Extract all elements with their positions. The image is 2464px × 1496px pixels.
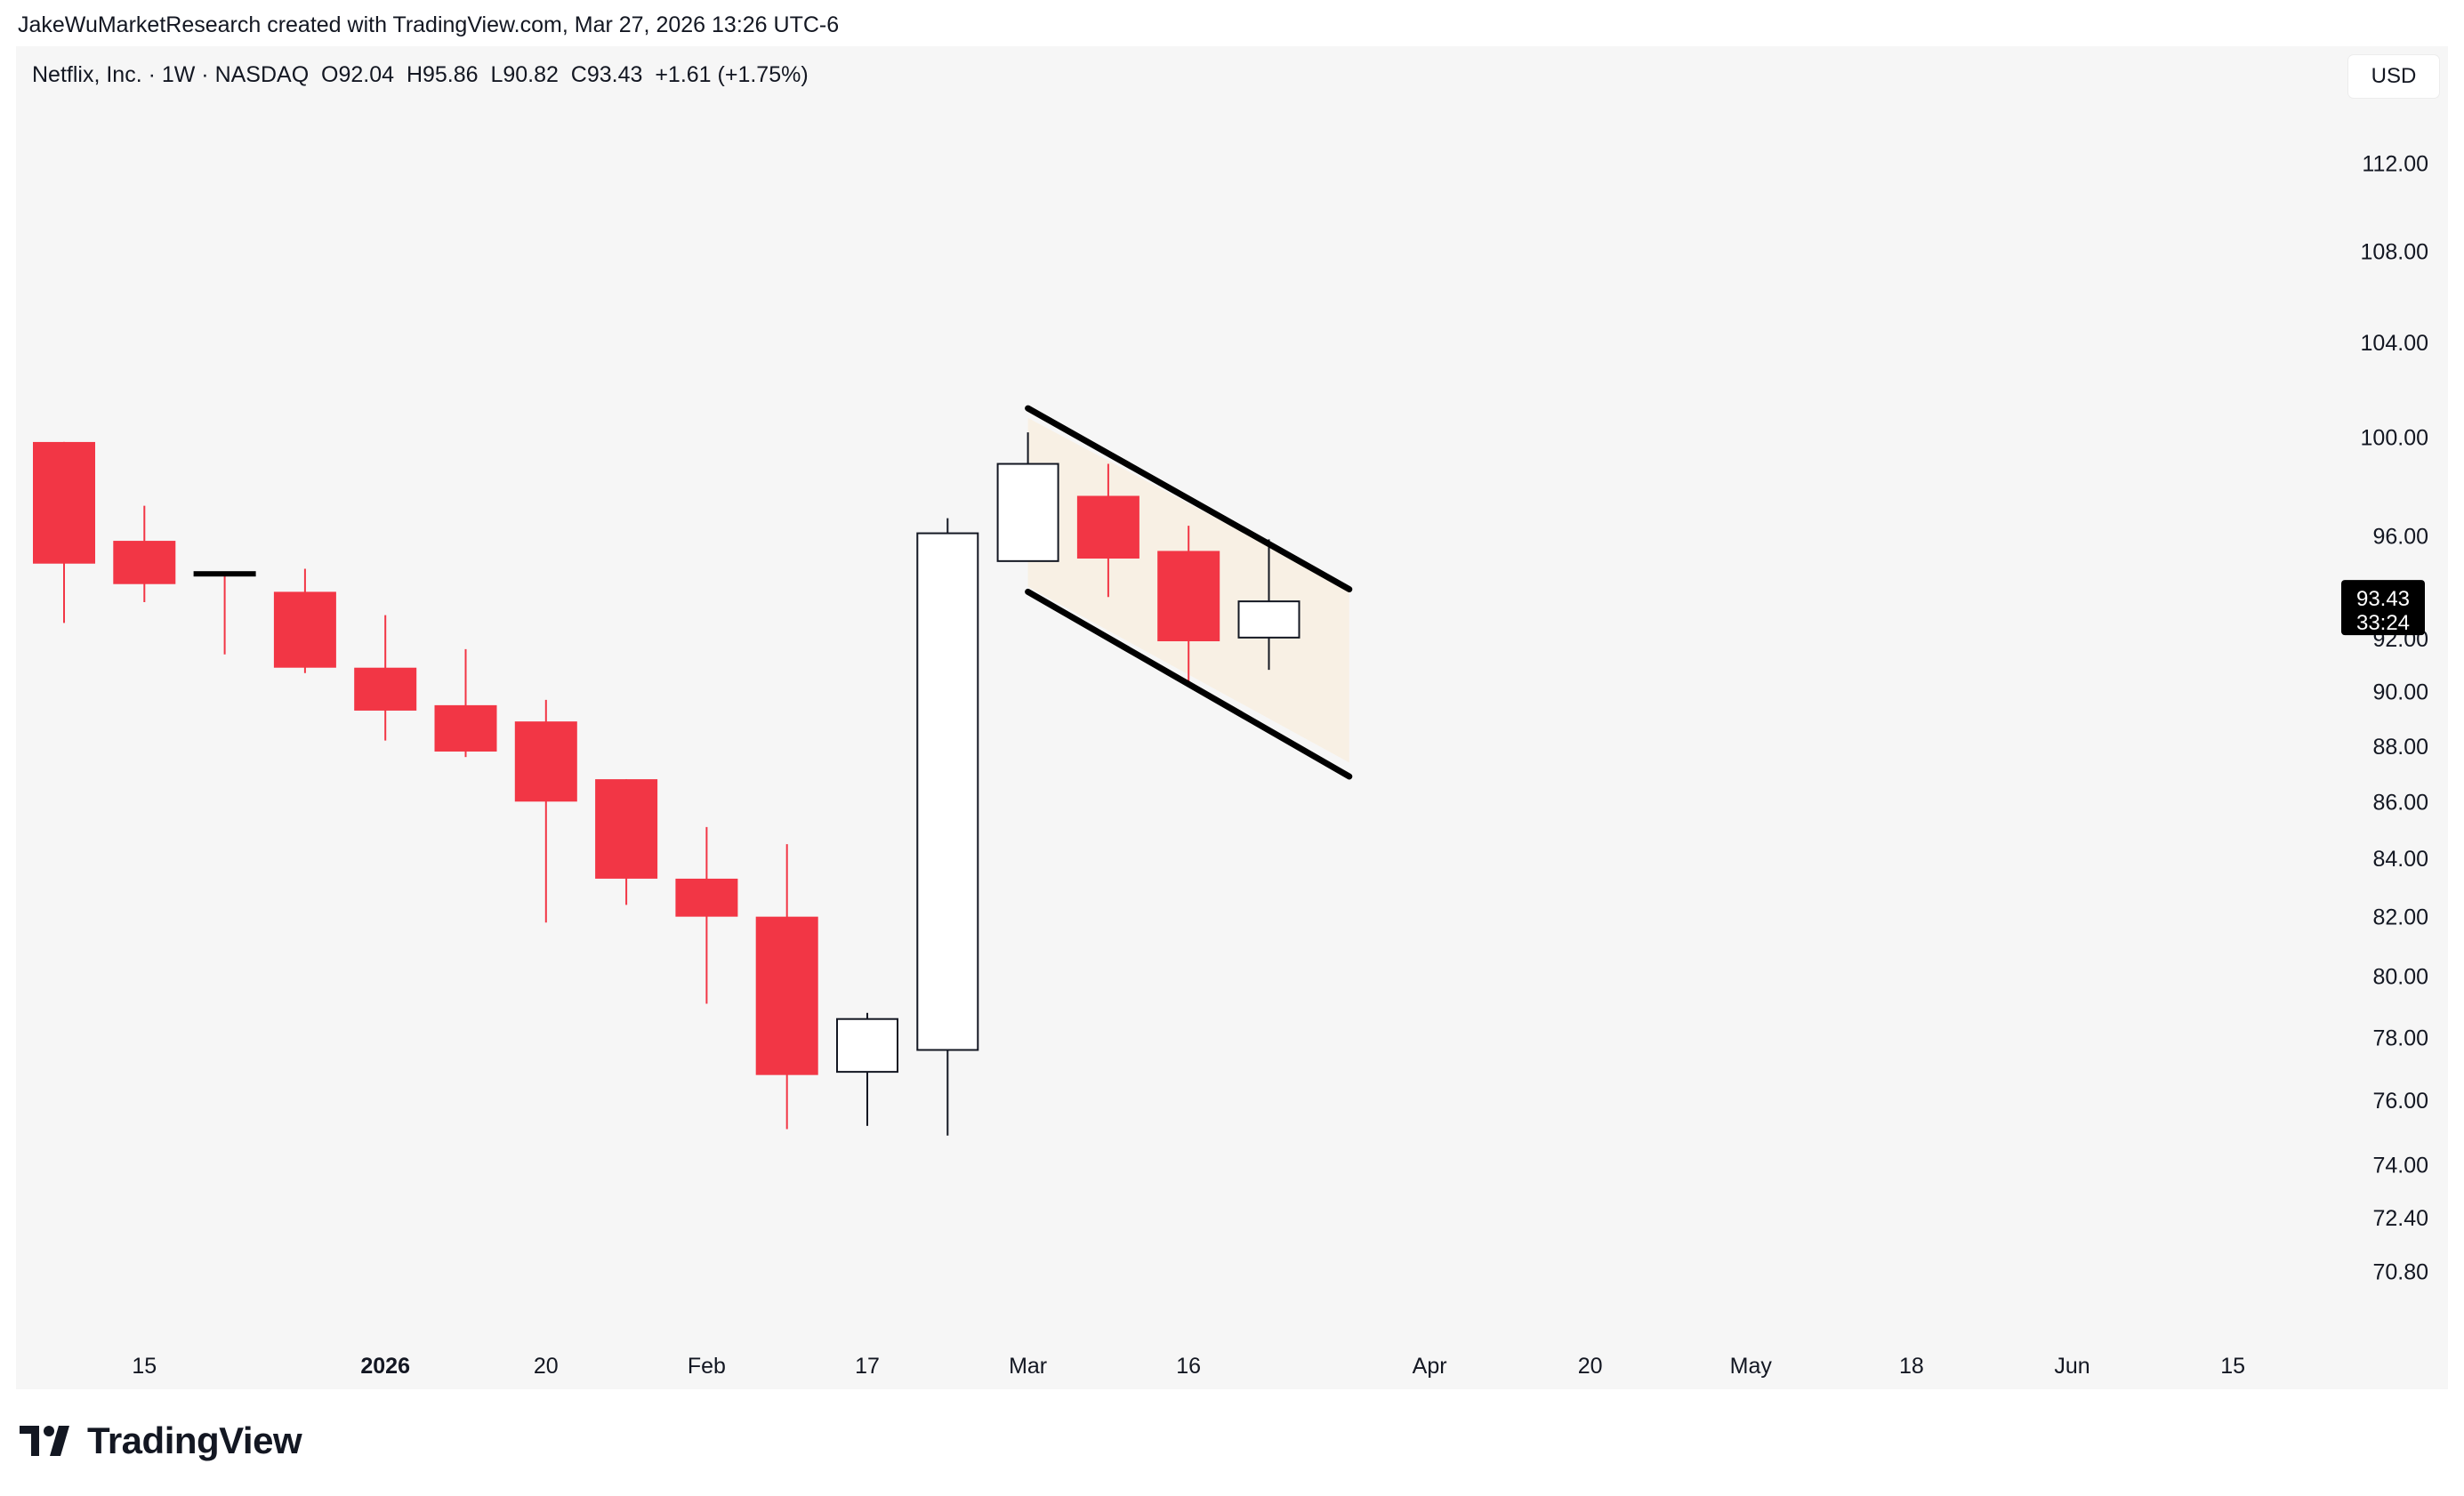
- y-tick-label: 70.80: [2372, 1260, 2428, 1285]
- x-tick-label: Feb: [688, 1354, 726, 1379]
- channel-upper-line: [1025, 405, 1353, 592]
- y-tick-label: 100.00: [2361, 425, 2428, 450]
- x-tick-label: 20: [1578, 1354, 1603, 1379]
- candle-body: [836, 1017, 898, 1074]
- attribution-text: JakeWuMarketResearch created with Tradin…: [18, 12, 840, 37]
- tradingview-logo-icon: [20, 1426, 69, 1456]
- candle-body: [996, 462, 1059, 562]
- x-tick-label: 16: [1176, 1354, 1201, 1379]
- last-price-badge: [2341, 580, 2425, 636]
- candle-body: [675, 878, 738, 917]
- y-tick-label: 82.00: [2372, 905, 2428, 930]
- candle-body: [1157, 551, 1220, 641]
- tradingview-logo[interactable]: TradingView: [20, 1420, 302, 1462]
- y-tick-label: 78.00: [2372, 1026, 2428, 1051]
- x-tick-label: 17: [855, 1354, 880, 1379]
- candle-body: [1237, 600, 1300, 639]
- candle-body: [595, 779, 658, 879]
- x-tick-label: 2026: [360, 1354, 410, 1379]
- x-tick-label: May: [1730, 1354, 1773, 1379]
- candle-body: [1076, 495, 1139, 559]
- candle-body: [354, 667, 417, 711]
- chart-pane[interactable]: [16, 46, 2448, 1389]
- y-tick-label: 104.00: [2361, 331, 2428, 356]
- channel-lower-line: [1025, 588, 1353, 780]
- x-tick-label: Jun: [2054, 1354, 2090, 1379]
- y-tick-label: 96.00: [2372, 524, 2428, 549]
- symbol-legend[interactable]: Netflix, Inc. · 1W · NASDAQ O92.04 H95.8…: [32, 62, 809, 87]
- y-tick-label: 112.00: [2362, 152, 2428, 177]
- candle-body: [916, 532, 979, 1051]
- brand-name: TradingView: [87, 1420, 302, 1461]
- x-tick-label: 15: [132, 1354, 157, 1379]
- x-tick-label: 18: [1899, 1354, 1924, 1379]
- candle-body: [755, 916, 818, 1075]
- y-tick-label: 72.40: [2372, 1206, 2428, 1231]
- y-tick-label: 108.00: [2361, 239, 2428, 264]
- bar-countdown-label: 33:24: [2356, 611, 2410, 635]
- x-tick-label: 20: [534, 1354, 559, 1379]
- x-tick-label: Apr: [1413, 1354, 1447, 1379]
- y-tick-label: 76.00: [2372, 1089, 2428, 1114]
- y-tick-label: 84.00: [2372, 847, 2428, 872]
- x-tick-label: Mar: [1009, 1354, 1047, 1379]
- y-tick-label: 90.00: [2372, 680, 2428, 705]
- candle-body: [193, 571, 256, 577]
- candle-body: [273, 591, 336, 668]
- candle-body: [113, 541, 176, 584]
- last-price-label: 93.43: [2356, 587, 2410, 611]
- y-tick-label: 74.00: [2372, 1154, 2428, 1178]
- candle-body: [514, 721, 577, 802]
- x-tick-label: 15: [2220, 1354, 2245, 1379]
- y-tick-label: 80.00: [2372, 965, 2428, 990]
- y-tick-label: 86.00: [2372, 790, 2428, 815]
- candle-body: [434, 704, 497, 752]
- candle-body: [33, 441, 95, 564]
- currency-button[interactable]: USD: [2348, 55, 2439, 98]
- y-tick-label: 88.00: [2372, 735, 2428, 760]
